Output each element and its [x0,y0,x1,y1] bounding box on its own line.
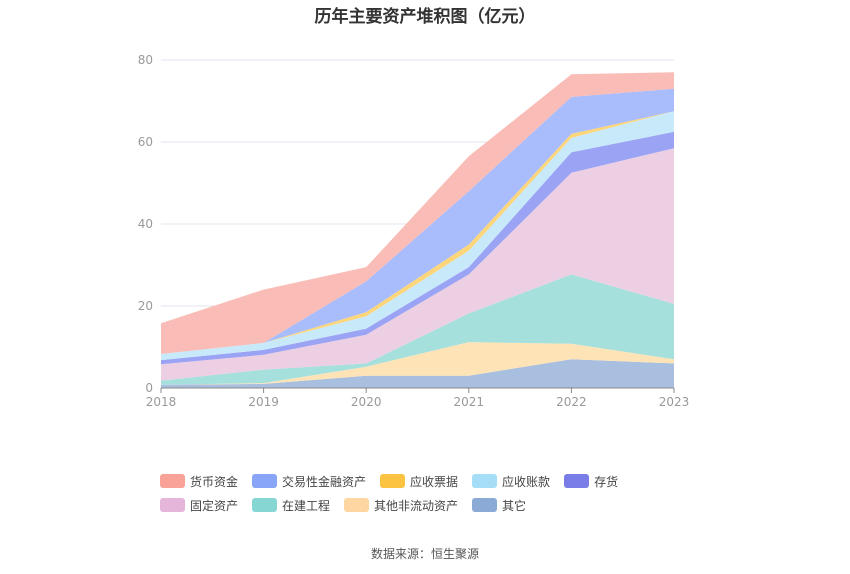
y-tick-label: 40 [138,217,153,231]
area-series [161,148,674,381]
legend-label: 其它 [502,498,527,513]
x-tick-label: 2023 [659,395,690,409]
legend-item-construction-in-progress[interactable]: 在建工程 [252,496,330,514]
area-series [161,359,674,388]
legend-item-other-non-current-assets[interactable]: 其他非流动资产 [344,496,458,514]
legend-item-fixed-assets[interactable]: 固定资产 [160,496,238,514]
area-series [161,131,674,365]
y-tick-label: 0 [145,381,153,395]
legend-item-inventory[interactable]: 存货 [564,472,618,490]
area-series [161,274,674,385]
legend-label: 应收账款 [502,474,551,489]
legend-label: 在建工程 [282,498,331,513]
y-tick-label: 20 [138,299,153,313]
x-tick-label: 2022 [556,395,587,409]
legend-item-notes-receivable[interactable]: 应收票据 [380,472,458,490]
area-series [161,111,674,361]
legend-label: 固定资产 [190,498,239,513]
legend-label: 存货 [594,474,619,489]
data-source: 数据来源：恒生聚源 [370,547,479,561]
legend-swatch [252,498,278,512]
area-series [161,72,674,355]
legend-swatch [472,498,498,512]
area-series [161,342,674,385]
legend-swatch [160,498,185,512]
legend-item-accounts-receivable[interactable]: 应收账款 [472,472,550,490]
y-tick-label: 60 [138,135,153,149]
legend-label: 货币资金 [190,474,239,489]
legend-item-others[interactable]: 其它 [472,496,526,514]
legend-swatch [564,474,590,488]
legend-item-trading-financial-assets[interactable]: 交易性金融资产 [252,472,366,490]
x-tick-label: 2019 [248,395,279,409]
legend-label: 其他非流动资产 [374,498,459,513]
area-series [161,88,674,354]
y-tick-label: 80 [138,53,153,67]
x-tick-label: 2020 [351,395,382,409]
legend-swatch [380,474,406,488]
x-tick-label: 2018 [146,395,177,409]
legend-swatch [472,474,498,488]
legend-swatch [252,474,278,488]
chart-title: 历年主要资产堆积图（亿元） [314,7,536,27]
legend-item-cash[interactable]: 货币资金 [160,472,238,490]
legend-swatch [160,474,185,488]
x-tick-label: 2021 [454,395,485,409]
legend-swatch [344,498,370,512]
legend-label: 应收票据 [410,474,459,489]
legend-label: 交易性金融资产 [282,474,367,489]
legend: 货币资金 交易性金融资产 应收票据 应收账款 存货 固定资产 在建工程 其他非流… [160,472,720,514]
